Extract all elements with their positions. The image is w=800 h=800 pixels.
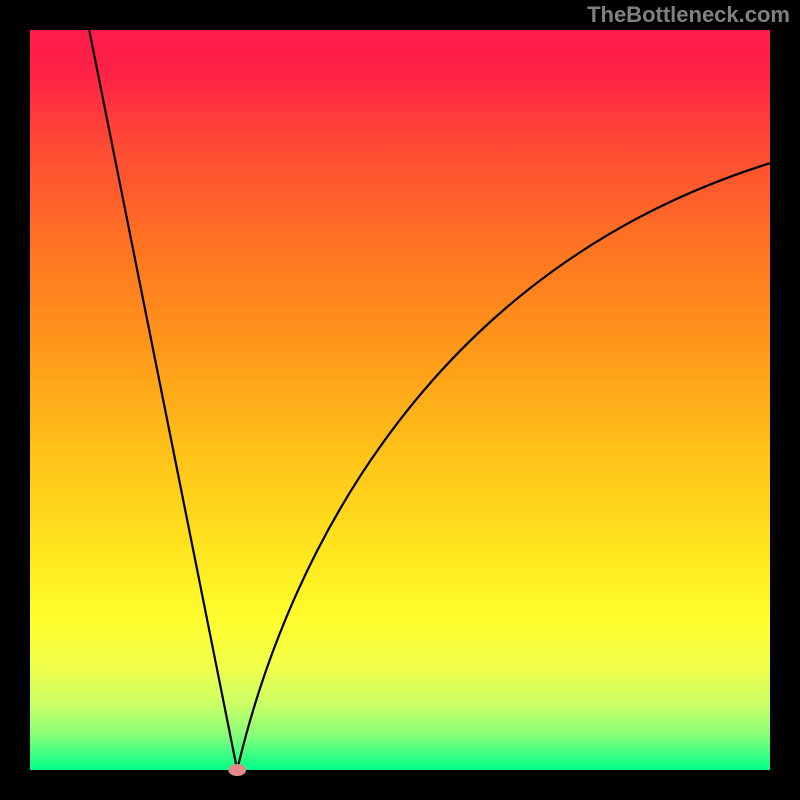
bottleneck-chart: TheBottleneck.com — [0, 0, 800, 800]
optimal-point-marker — [228, 764, 246, 776]
watermark-text: TheBottleneck.com — [587, 2, 790, 27]
plot-background — [30, 30, 770, 770]
